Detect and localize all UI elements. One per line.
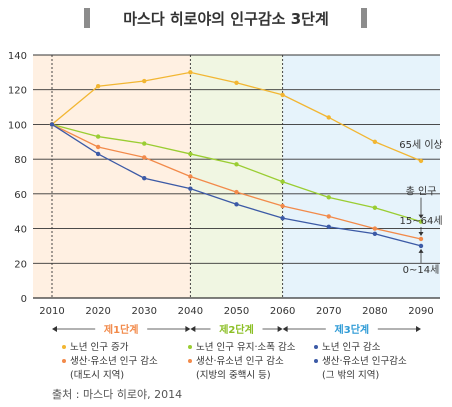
data-point-working bbox=[280, 203, 285, 209]
data-point-young bbox=[142, 176, 147, 181]
series-label-working: 15~64세 bbox=[399, 215, 442, 227]
bullet-icon bbox=[188, 344, 192, 349]
legend-stage1: 노년 인구 증가 생산·유소년 인구 감소 (대도시 지역) bbox=[62, 341, 158, 383]
data-point-young bbox=[372, 231, 378, 236]
stage-label-1: 제1단계 bbox=[104, 323, 139, 336]
data-point-young bbox=[49, 122, 55, 127]
data-point-elderly bbox=[326, 115, 331, 120]
arrow-down-icon bbox=[418, 214, 424, 219]
stage-label-3: 제3단계 bbox=[335, 323, 370, 336]
data-point-young bbox=[280, 215, 285, 221]
y-tick-label: 60 bbox=[14, 190, 27, 201]
data-point-total bbox=[418, 219, 424, 224]
bullet-icon bbox=[314, 344, 318, 349]
arrow-up-icon bbox=[418, 248, 424, 253]
legend-stage2-line2: 생산·유소년 인구 감소 bbox=[188, 355, 295, 369]
arrow-left-icon bbox=[282, 326, 288, 332]
legend-stage1-line1: 노년 인구 증가 bbox=[62, 341, 158, 355]
arrow-left-icon bbox=[52, 326, 57, 332]
series-label-young: 0~14세 bbox=[403, 264, 440, 276]
y-tick-label: 0 bbox=[21, 294, 27, 305]
data-point-total bbox=[95, 134, 101, 139]
bullet-icon bbox=[62, 344, 66, 349]
chart-title: 마스다 히로야의 인구감소 3단계 bbox=[123, 10, 329, 28]
legend-stage3-text2: 생산·유소년 인구감소 bbox=[322, 356, 407, 367]
data-point-young bbox=[95, 151, 101, 157]
series-label-total: 총 인구 bbox=[406, 186, 437, 198]
x-tick-label: 2040 bbox=[178, 306, 203, 317]
data-point-young bbox=[188, 186, 193, 191]
data-point-elderly bbox=[280, 92, 285, 98]
stage-band-1 bbox=[33, 55, 191, 298]
arrow-left-icon bbox=[190, 326, 196, 332]
data-point-elderly bbox=[95, 84, 101, 89]
stage-band-3 bbox=[282, 55, 440, 298]
x-tick-label: 2030 bbox=[132, 306, 157, 317]
data-point-total bbox=[280, 179, 285, 184]
legend-stage2-text1: 노년 인구 유지·소폭 감소 bbox=[196, 342, 296, 353]
data-point-total bbox=[372, 205, 378, 210]
legend-stage2: 노년 인구 유지·소폭 감소 생산·유소년 인구 감소 (지방의 중핵시 등) bbox=[188, 341, 295, 383]
data-point-young bbox=[418, 243, 424, 249]
data-point-working bbox=[418, 236, 424, 242]
x-tick-label: 2020 bbox=[85, 306, 110, 317]
data-point-total bbox=[142, 141, 147, 146]
data-point-young bbox=[234, 202, 239, 207]
legend-stage3-line2: 생산·유소년 인구감소 bbox=[314, 355, 407, 369]
x-tick-label: 2070 bbox=[316, 306, 341, 317]
legend-stage3-line1: 노년 인구 감소 bbox=[314, 341, 407, 355]
data-point-elderly bbox=[142, 78, 147, 84]
legend-stage3: 노년 인구 감소 생산·유소년 인구감소 (그 밖의 지역) bbox=[314, 341, 407, 383]
bullet-icon bbox=[314, 358, 318, 363]
arrow-right-icon bbox=[277, 326, 283, 332]
source-note: 출처 : 마스다 히로야, 2014 bbox=[52, 388, 183, 401]
legend-stage2-text2: 생산·유소년 인구 감소 bbox=[196, 356, 284, 367]
data-point-working bbox=[95, 144, 101, 150]
legend-stage1-text1: 노년 인구 증가 bbox=[70, 342, 129, 353]
arrow-down-icon bbox=[418, 231, 424, 236]
series-label-elderly: 65세 이상 bbox=[399, 139, 443, 151]
data-point-elderly bbox=[418, 158, 424, 164]
legend-stage3-line3: (그 밖의 지역) bbox=[322, 370, 380, 381]
arrow-right-icon bbox=[416, 326, 421, 332]
y-tick-label: 20 bbox=[14, 259, 27, 270]
title-bar-left bbox=[84, 8, 90, 28]
x-tick-label: 2090 bbox=[408, 306, 433, 317]
bullet-icon bbox=[62, 358, 66, 363]
data-point-working bbox=[372, 226, 378, 231]
legend-stage2-line3: (지방의 중핵시 등) bbox=[196, 370, 271, 381]
x-tick-label: 2050 bbox=[224, 306, 249, 317]
data-point-working bbox=[188, 174, 193, 179]
title-bar-right bbox=[361, 8, 367, 28]
data-point-total bbox=[188, 151, 193, 157]
y-tick-label: 140 bbox=[8, 51, 27, 62]
data-point-young bbox=[326, 224, 331, 230]
chart-title-area: 마스다 히로야의 인구감소 3단계 bbox=[0, 6, 452, 32]
data-point-total bbox=[234, 162, 239, 167]
x-tick-label: 2010 bbox=[39, 306, 64, 317]
legend-stage1-line2: 생산·유소년 인구 감소 bbox=[62, 355, 158, 369]
bullet-icon bbox=[188, 358, 192, 363]
data-point-working bbox=[142, 155, 147, 160]
data-point-elderly bbox=[234, 80, 239, 85]
x-tick-label: 2080 bbox=[362, 306, 387, 317]
legend-stage2-line1: 노년 인구 유지·소폭 감소 bbox=[188, 341, 295, 355]
y-tick-label: 120 bbox=[8, 86, 27, 97]
data-point-working bbox=[326, 214, 331, 219]
x-tick-label: 2060 bbox=[270, 306, 295, 317]
y-tick-label: 40 bbox=[14, 225, 27, 236]
legend-stage3-text1: 노년 인구 감소 bbox=[322, 342, 381, 353]
y-tick-label: 100 bbox=[8, 120, 27, 131]
data-point-working bbox=[234, 189, 239, 195]
stage-label-2: 제2단계 bbox=[219, 323, 254, 336]
legend-stage1-text2: 생산·유소년 인구 감소 bbox=[70, 356, 158, 367]
data-point-elderly bbox=[372, 139, 378, 144]
data-point-total bbox=[326, 195, 331, 200]
arrow-right-icon bbox=[185, 326, 191, 332]
data-point-elderly bbox=[188, 70, 193, 75]
legend-stage1-line3: (대도시 지역) bbox=[70, 370, 125, 381]
y-tick-label: 80 bbox=[14, 155, 27, 166]
